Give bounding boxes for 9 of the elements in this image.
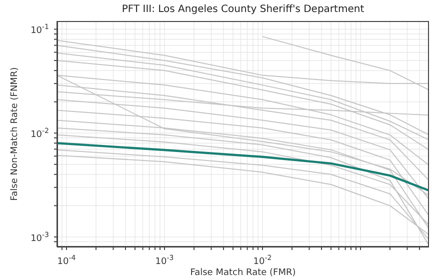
y-tick-label: 10$^{-1}$: [30, 23, 49, 36]
chart-title: PFT III: Los Angeles County Sheriff's Department: [120, 4, 366, 15]
x-axis-title: False Match Rate (FMR): [190, 268, 296, 278]
x-tick-label: 10$^{-3}$: [155, 254, 174, 267]
y-axis-title: False Non-Match Rate (FNMR): [10, 67, 20, 201]
x-tick-label: 10$^{-4}$: [57, 254, 76, 267]
y-tick-label: 10$^{-2}$: [30, 127, 49, 140]
x-tick-label: 10$^{-2}$: [253, 254, 272, 267]
y-tick-label: 10$^{-3}$: [30, 230, 49, 244]
